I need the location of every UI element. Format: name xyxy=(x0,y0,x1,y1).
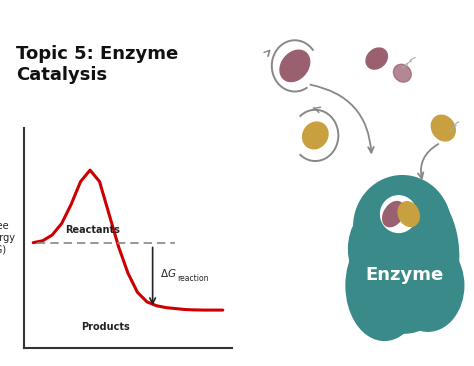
Text: Free
energy
(G): Free energy (G) xyxy=(0,221,16,254)
Ellipse shape xyxy=(398,202,419,227)
Text: Products: Products xyxy=(81,322,129,332)
Ellipse shape xyxy=(346,231,423,340)
Ellipse shape xyxy=(354,176,451,278)
Text: $\Delta G$: $\Delta G$ xyxy=(160,266,177,279)
Text: Enzyme: Enzyme xyxy=(366,265,444,284)
Ellipse shape xyxy=(366,48,387,69)
Text: reaction: reaction xyxy=(177,274,209,283)
Ellipse shape xyxy=(393,64,411,82)
Ellipse shape xyxy=(348,209,405,289)
Ellipse shape xyxy=(351,179,459,333)
Ellipse shape xyxy=(431,115,455,141)
Ellipse shape xyxy=(280,50,310,82)
Ellipse shape xyxy=(381,196,417,232)
Ellipse shape xyxy=(392,240,464,331)
Ellipse shape xyxy=(383,202,404,227)
Text: Reactants: Reactants xyxy=(65,225,120,235)
Ellipse shape xyxy=(302,122,328,149)
Text: Topic 5: Enzyme
Catalysis: Topic 5: Enzyme Catalysis xyxy=(16,45,178,84)
